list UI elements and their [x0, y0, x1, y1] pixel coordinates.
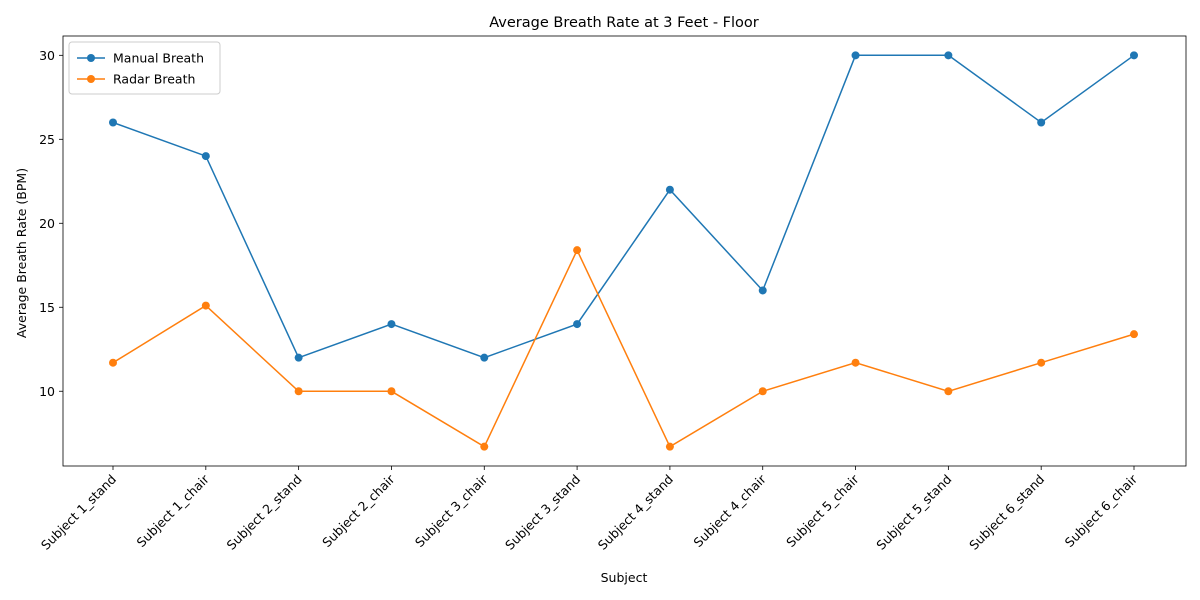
data-point-s1-2: [201, 152, 210, 161]
data-point-s1-8: [758, 286, 767, 295]
series-line-1: [112, 54, 1135, 359]
legend-marker-2: [87, 75, 95, 83]
legend-box: [68, 41, 221, 95]
y-axis-label: Average Breath Rate (BPM): [14, 168, 29, 338]
data-point-s2-1: [109, 358, 117, 367]
data-point-s1-5: [480, 353, 489, 362]
data-point-s2-4: [387, 387, 396, 396]
series-line-2: [112, 248, 1135, 448]
plot-frame: [62, 35, 1187, 467]
data-point-s2-3: [294, 387, 303, 396]
y-tick-label-20: 20: [39, 216, 55, 231]
y-tick-label-10: 10: [39, 384, 55, 399]
y-tick-label-15: 15: [39, 300, 55, 315]
data-point-s1-9: [851, 51, 860, 60]
legend-label-1: Manual Breath: [113, 51, 204, 66]
data-point-s2-10: [944, 387, 953, 396]
data-point-s2-6: [573, 246, 582, 255]
y-tick-label-30: 30: [39, 48, 55, 63]
data-point-s2-12: [1130, 330, 1138, 339]
data-point-s1-11: [1037, 118, 1046, 127]
y-tick-label-25: 25: [39, 132, 55, 147]
chart-title: Average Breath Rate at 3 Feet - Floor: [489, 15, 759, 31]
data-point-s1-7: [665, 185, 674, 194]
data-point-s1-12: [1130, 51, 1138, 60]
data-point-s2-11: [1037, 358, 1046, 367]
x-axis-label: Subject: [601, 570, 648, 585]
data-point-s1-4: [387, 320, 396, 329]
data-point-s2-7: [665, 442, 674, 451]
data-point-s2-5: [480, 442, 489, 451]
data-point-s1-3: [294, 353, 303, 362]
data-point-s1-1: [109, 118, 117, 127]
data-point-s2-8: [758, 387, 767, 396]
legend-label-2: Radar Breath: [113, 72, 195, 87]
data-point-s1-6: [573, 320, 582, 329]
data-point-s1-10: [944, 51, 953, 60]
legend-marker-1: [87, 54, 95, 62]
data-point-s2-2: [201, 301, 210, 310]
data-point-s2-9: [851, 358, 860, 367]
